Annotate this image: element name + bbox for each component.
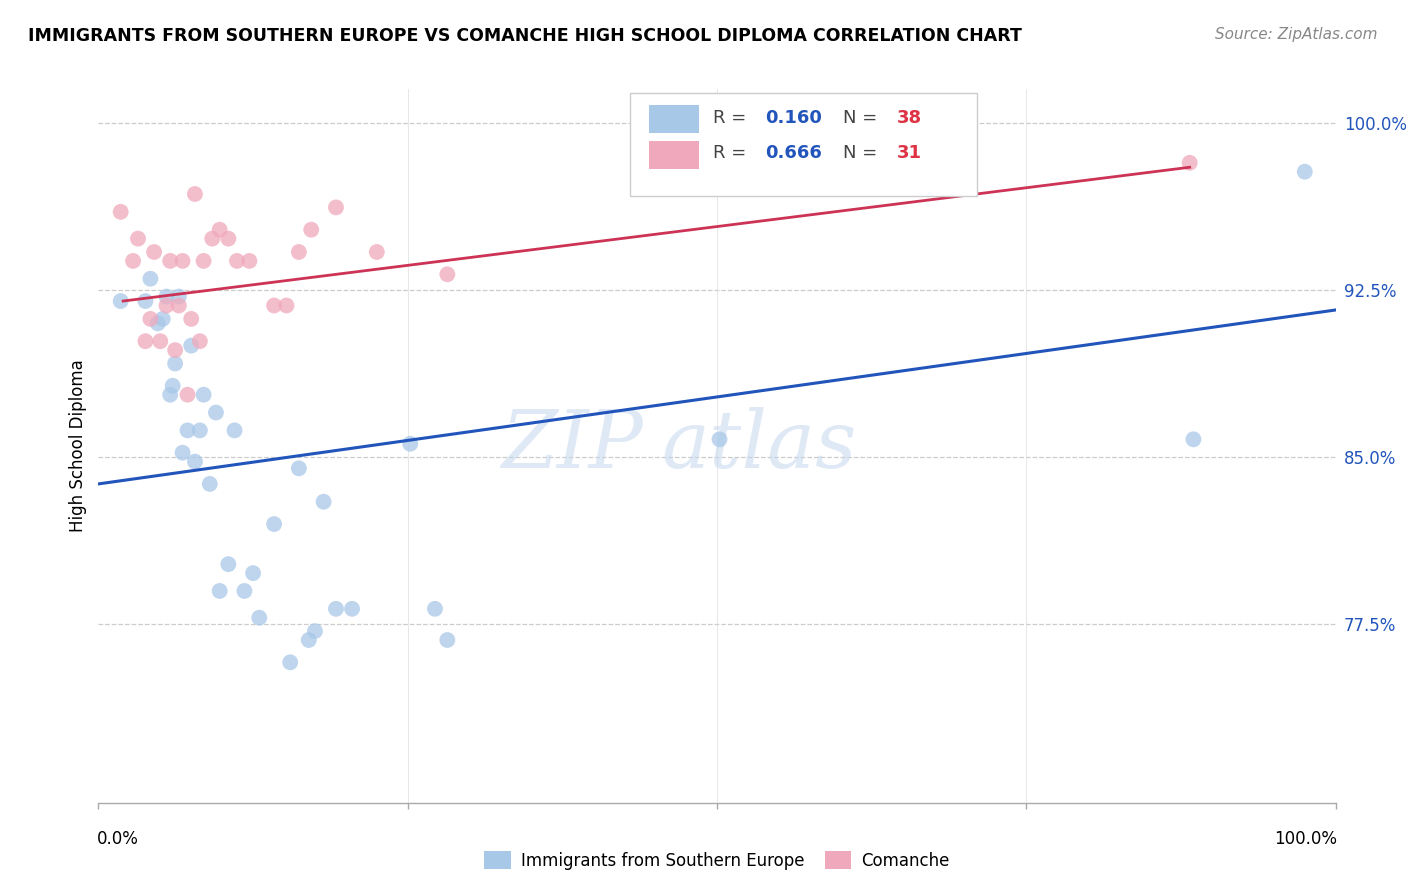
Point [276,298,298,312]
Point [134,293,156,308]
Point [155,298,177,312]
Point [208,583,231,598]
Point [288,244,311,259]
Point [180,311,202,326]
Point [172,253,194,268]
Text: N =: N = [844,109,883,127]
Point [193,253,215,268]
Point [184,454,207,468]
Point [233,583,256,598]
Point [188,334,211,348]
Point [201,231,224,245]
Text: R =: R = [713,145,752,162]
Text: 0.160: 0.160 [765,109,823,127]
Point [325,601,347,615]
Point [167,298,190,312]
Point [198,476,221,491]
Text: ZIP: ZIP [501,408,643,484]
Point [122,253,145,268]
FancyBboxPatch shape [650,141,699,169]
Point [1178,155,1201,169]
Point [149,334,172,348]
Point [134,334,156,348]
Y-axis label: High School Diploma: High School Diploma [69,359,87,533]
Text: atlas: atlas [661,408,856,484]
Point [188,423,211,437]
Point [217,231,239,245]
Point [205,405,228,419]
Point [162,378,184,392]
Point [299,222,322,236]
Text: 38: 38 [897,109,921,127]
Text: 0.666: 0.666 [765,145,823,162]
Point [709,155,731,169]
Point [159,387,181,401]
Point [325,200,347,214]
Point [263,516,285,531]
Point [312,494,335,508]
Point [304,624,326,638]
Legend: Immigrants from Southern Europe, Comanche: Immigrants from Southern Europe, Comanch… [478,845,956,877]
Point [1182,432,1205,446]
Point [288,461,311,475]
Point [263,298,285,312]
Point [184,186,207,201]
Point [139,311,162,326]
Text: 0.0%: 0.0% [97,830,139,847]
Point [217,557,239,571]
Point [298,632,321,647]
Text: 31: 31 [897,145,921,162]
Point [146,316,169,330]
Text: IMMIGRANTS FROM SOUTHERN EUROPE VS COMANCHE HIGH SCHOOL DIPLOMA CORRELATION CHAR: IMMIGRANTS FROM SOUTHERN EUROPE VS COMAN… [28,27,1022,45]
Point [193,387,215,401]
Point [278,655,301,669]
Point [224,423,246,437]
Point [436,632,458,647]
Point [176,387,198,401]
Point [159,253,181,268]
Point [110,204,132,219]
Text: R =: R = [713,109,752,127]
Point [165,356,187,370]
Point [152,311,174,326]
Point [165,343,187,357]
Point [340,601,363,615]
Point [423,601,446,615]
Point [155,289,177,303]
Point [247,610,270,624]
Point [172,445,194,459]
FancyBboxPatch shape [630,93,977,196]
Point [709,432,731,446]
Point [366,244,388,259]
Point [139,271,162,285]
Point [226,253,249,268]
Point [127,231,149,245]
Point [143,244,166,259]
Point [208,222,231,236]
Point [1294,164,1316,178]
Point [238,253,260,268]
Point [436,267,458,281]
Point [242,566,264,580]
Point [399,436,422,450]
Point [176,423,198,437]
FancyBboxPatch shape [650,105,699,134]
Text: Source: ZipAtlas.com: Source: ZipAtlas.com [1215,27,1378,42]
Text: N =: N = [844,145,883,162]
Text: 100.0%: 100.0% [1274,830,1337,847]
Point [110,293,132,308]
Point [167,289,190,303]
Point [180,338,202,352]
